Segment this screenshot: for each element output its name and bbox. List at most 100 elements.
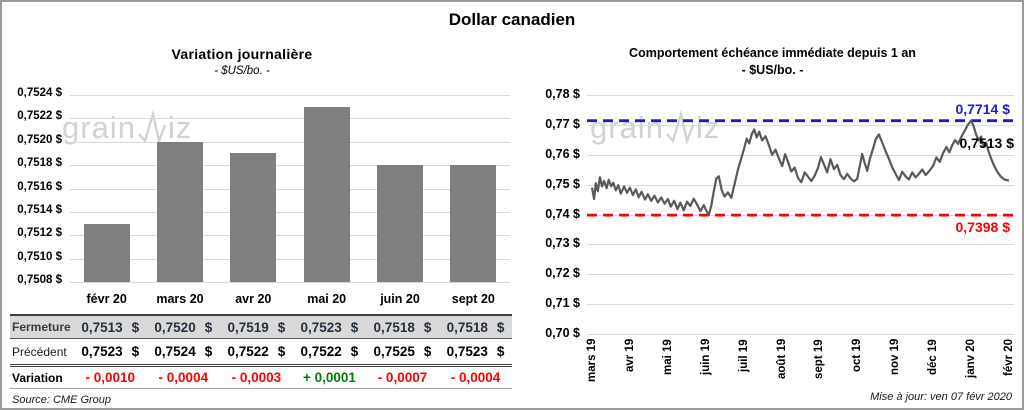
gridline	[70, 258, 510, 260]
page-title: Dollar canadien	[448, 10, 576, 29]
x-axis-category-label: mai 20	[307, 292, 347, 306]
gridline	[70, 235, 510, 237]
table-row-close: Fermeture 0,7513 $0,7520 $0,7519 $0,7523 $0,7…	[10, 314, 512, 339]
x-axis-tick-label: juin 19	[699, 339, 712, 376]
gridline	[587, 124, 1014, 126]
price-line	[590, 119, 1010, 217]
x-axis-category-label: avr 20	[235, 292, 272, 306]
cell-unit: $	[423, 319, 432, 335]
x-axis-tick-label: avr 19	[623, 339, 636, 373]
y-axis-tick-label: 0,77 $	[545, 116, 580, 131]
y-axis-tick-label: 0,70 $	[545, 326, 580, 340]
bar	[450, 165, 497, 282]
table-cell: - 0,0007	[366, 370, 439, 385]
cell-unit: $	[204, 344, 213, 359]
x-axis-tick-label: sept 19	[813, 339, 826, 379]
y-axis-tick-label: 0,7518 $	[17, 157, 62, 170]
gridline	[587, 184, 1014, 186]
x-axis-category-label: juin 20	[380, 292, 420, 306]
gridline	[587, 154, 1014, 156]
watermark-text: grain	[62, 110, 136, 145]
x-axis-category-label: sept 20	[451, 292, 495, 306]
cell-value: 0,7523	[300, 319, 342, 335]
cell-value: - 0,0004	[158, 370, 209, 385]
x-axis-category-label: mars 20	[156, 292, 204, 306]
bar-chart-title: Variation journalière	[171, 46, 313, 62]
row-label: Fermeture	[12, 320, 71, 334]
table-cell: 0,7522 $	[220, 344, 293, 359]
cell-value: 0,7524	[154, 344, 196, 359]
x-axis-tick-label: août 19	[775, 339, 788, 380]
update-note: Mise à jour: ven 07 févr 2020	[870, 391, 1012, 403]
y-axis-tick-label: 0,75 $	[545, 176, 580, 191]
cell-value: 0,7513	[81, 319, 123, 335]
cell-value: + 0,0001	[302, 370, 356, 385]
x-axis-tick-label: janv 20	[965, 339, 978, 378]
table-cell: 0,7513 $	[74, 320, 147, 335]
row-label: Variation	[12, 370, 63, 385]
table-cell: 0,7522 $	[293, 344, 366, 359]
line-chart-svg	[587, 119, 1014, 217]
y-axis-tick-label: 0,7524 $	[17, 87, 62, 99]
table-cell: + 0,0001	[293, 370, 366, 385]
bar	[83, 223, 130, 282]
y-axis-tick-label: 0,7520 $	[17, 133, 62, 146]
cell-unit: $	[496, 319, 505, 335]
x-axis-tick-label: juil 19	[737, 339, 750, 372]
gridline	[587, 274, 1014, 276]
bar	[157, 141, 203, 282]
y-axis-tick-label: 0,7516 $	[17, 180, 62, 193]
y-axis-tick-label: 0,76 $	[545, 146, 580, 161]
x-axis-tick-label: mai 19	[661, 339, 674, 375]
cell-value: 0,7522	[227, 344, 269, 359]
gridline	[587, 95, 1014, 96]
source-note: Source: CME Group	[12, 394, 112, 406]
bar	[230, 153, 277, 282]
quotes-table: Fermeture 0,7513 $0,7520 $0,7519 $0,7523 $0,7…	[10, 314, 512, 389]
row-label: Précédent	[12, 344, 67, 359]
cell-value: 0,7518	[446, 319, 488, 335]
cell-value: - 0,0007	[377, 370, 428, 385]
cell-unit: $	[131, 344, 140, 359]
y-axis-tick-label: 0,7522 $	[17, 110, 62, 123]
bar	[303, 106, 350, 282]
y-axis-tick-label: 0,72 $	[545, 266, 580, 281]
table-cell: - 0,0010	[74, 370, 147, 385]
table-cell: - 0,0004	[147, 370, 220, 385]
table-cell: 0,7519 $	[220, 320, 293, 335]
cell-value: 0,7523	[81, 344, 123, 359]
gridline	[70, 118, 510, 120]
line-chart-title: Comportement échéance immédiate depuis 1…	[629, 46, 916, 60]
cell-value: 0,7523	[446, 344, 488, 359]
cell-unit: $	[204, 319, 213, 335]
grainwiz-logo-icon	[666, 109, 695, 145]
cell-unit: $	[350, 319, 359, 335]
y-axis-tick-label: 0,73 $	[545, 236, 580, 251]
cell-unit: $	[350, 344, 359, 359]
last-price-annotation: 0,7513 $	[959, 135, 1015, 151]
cell-value: - 0,0010	[85, 370, 136, 385]
watermark-text: grain	[590, 110, 664, 145]
x-axis-tick-label: déc 19	[927, 339, 940, 375]
cell-unit: $	[277, 319, 286, 335]
bar	[377, 165, 423, 282]
table-cell: - 0,0004	[439, 370, 512, 385]
cell-value: - 0,0003	[231, 370, 282, 385]
table-row-var: Variation - 0,0010 - 0,0004 - 0,0003 + 0,000…	[10, 364, 512, 389]
cell-value: 0,7519	[227, 319, 269, 335]
table-cell: 0,7518 $	[366, 320, 439, 335]
cell-unit: $	[423, 344, 432, 359]
table-cell: 0,7523 $	[74, 344, 147, 359]
cell-unit: $	[496, 344, 505, 359]
low-annotation: 0,7398 $	[955, 219, 1011, 235]
x-axis-tick-label: oct 19	[851, 339, 864, 373]
table-row-prev: Précédent 0,7523 $0,7524 $0,7522 $0,7522 $0,7…	[10, 339, 512, 364]
y-axis-tick-label: 0,74 $	[545, 206, 580, 221]
y-axis-tick-label: 0,78 $	[545, 87, 580, 101]
table-cell: 0,7520 $	[147, 320, 220, 335]
cell-value: 0,7522	[300, 344, 342, 359]
table-cell: 0,7525 $	[366, 344, 439, 359]
bar-chart-subtitle: - $US/bo. -	[214, 65, 270, 77]
cell-value: 0,7525	[373, 344, 415, 359]
table-cell: - 0,0003	[220, 370, 293, 385]
